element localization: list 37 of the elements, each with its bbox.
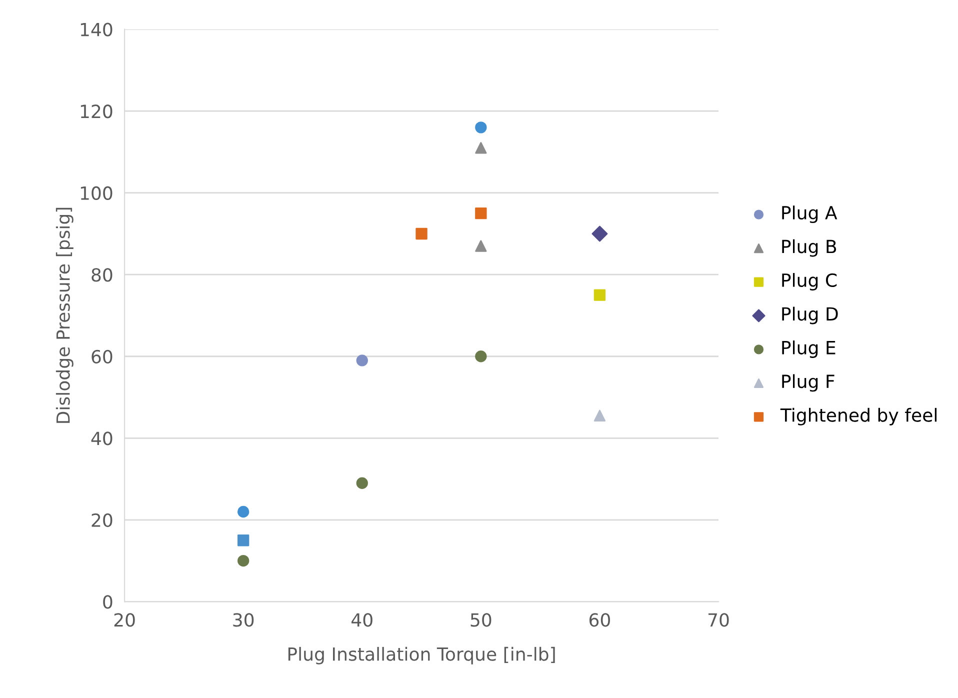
legend-label: Plug D [782, 306, 838, 324]
y-tick-label: 0 [103, 595, 112, 609]
point [237, 506, 250, 518]
x-tick-label: 40 [352, 613, 372, 627]
x-tick-label: 20 [114, 613, 135, 627]
point [592, 226, 608, 242]
x-tick-label: 70 [708, 613, 729, 627]
point [237, 554, 250, 567]
point [356, 477, 368, 489]
legend-label: Plug B [782, 239, 836, 257]
point [475, 122, 487, 134]
point [356, 354, 368, 366]
x-tick-label: 30 [233, 613, 254, 627]
point [594, 289, 606, 301]
x-axis-title: Plug Installation Torque [in-lb] [288, 646, 555, 664]
point [237, 534, 250, 546]
y-tick-label: 100 [80, 186, 112, 200]
y-tick-label: 80 [92, 268, 112, 282]
legend-label: Plug C [782, 273, 837, 291]
legend-label: Tightened by feel [780, 408, 937, 426]
y-tick-label: 60 [92, 350, 112, 364]
point [416, 228, 428, 240]
y-tick-label: 140 [80, 22, 112, 36]
y-tick-label: 120 [80, 104, 112, 118]
y-tick-label: 40 [91, 432, 112, 446]
point [475, 240, 487, 252]
y-tick-label: 20 [92, 513, 112, 528]
point [475, 207, 487, 220]
point [475, 142, 487, 154]
x-tick-label: 50 [470, 613, 492, 627]
point [594, 410, 606, 422]
legend-label: Plug F [782, 374, 834, 392]
legend-label: Plug E [782, 340, 836, 358]
y-axis-title: Dislodge Pressure [psig] [56, 208, 74, 423]
legend-label: Plug A [782, 206, 838, 224]
x-tick-label: 60 [589, 613, 610, 627]
point [475, 350, 487, 362]
